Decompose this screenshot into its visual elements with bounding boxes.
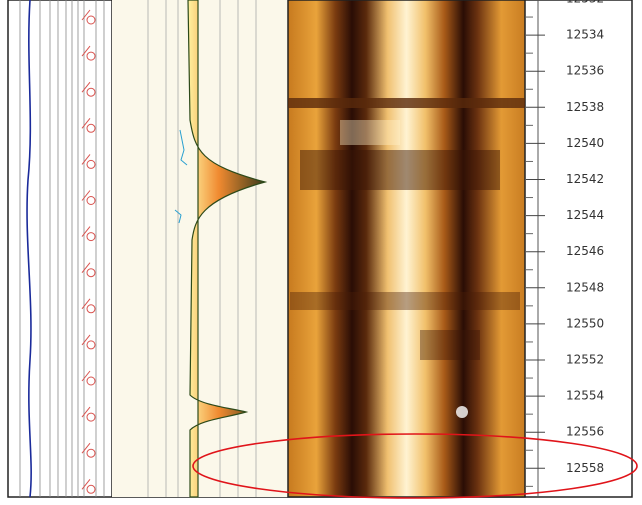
depth-label: 12546 <box>566 244 604 258</box>
depth-label: 12558 <box>566 461 604 475</box>
depth-label: 12548 <box>566 280 604 294</box>
depth-label: 12540 <box>566 136 604 150</box>
left-track <box>19 0 113 498</box>
depth-label: 12544 <box>566 208 604 222</box>
depth-label: 12550 <box>566 316 604 330</box>
depth-label: 12536 <box>566 64 604 78</box>
highlight-ellipse <box>192 433 638 499</box>
depth-label: 12556 <box>566 425 604 439</box>
image-texture <box>288 98 525 418</box>
image-track <box>287 0 526 498</box>
depth-label: 12554 <box>566 389 604 403</box>
depth-label: 12532 <box>566 0 604 6</box>
depth-labels: 12532 12534 12536 12538 12540 12542 12544 12546… <box>526 0 604 487</box>
depth-label: 12538 <box>566 100 604 114</box>
depth-label: 12534 <box>566 28 604 42</box>
depth-label: 12542 <box>566 172 604 186</box>
depth-label: 12552 <box>566 353 604 367</box>
middle-track <box>112 0 288 498</box>
